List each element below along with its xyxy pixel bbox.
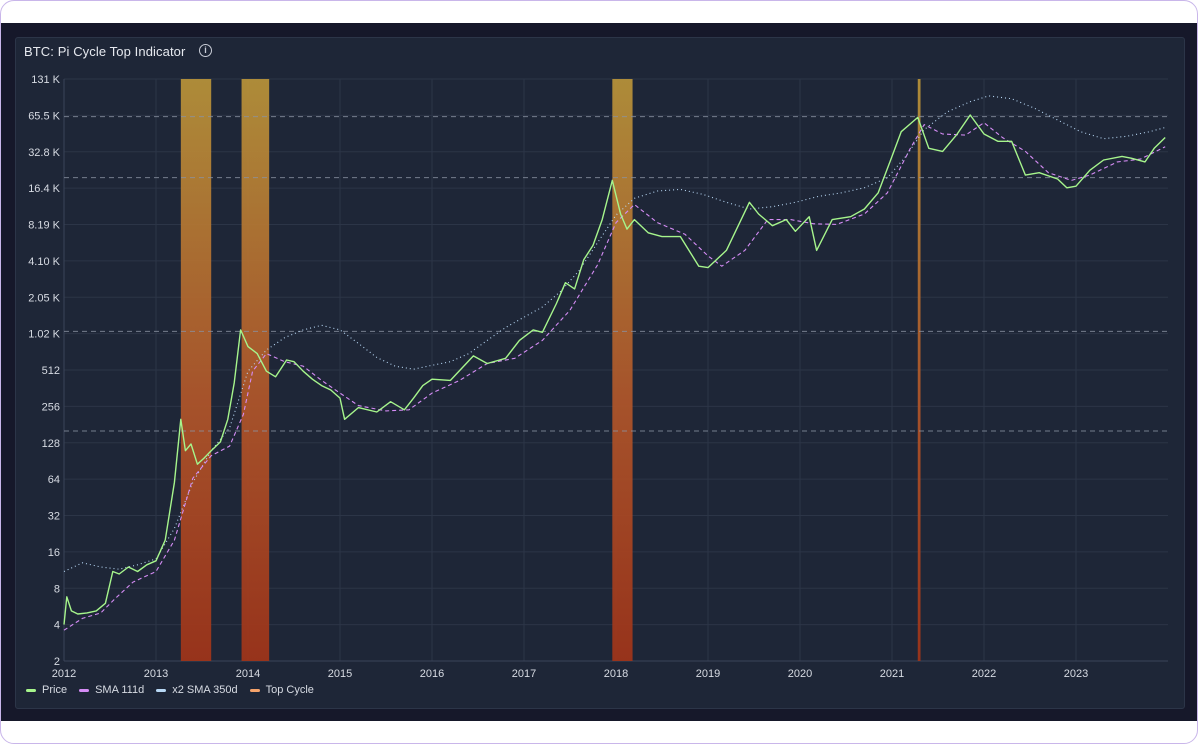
legend: Price SMA 111d x2 SMA 350d Top Cycle — [26, 684, 314, 696]
dark-background: 2 4 8 16 32 64 128 256 512 1.02 K 2.05 K 4.10 K 8.19… — [1, 23, 1197, 721]
y-tick-label: 256 — [42, 401, 60, 413]
top-cycle-band — [612, 79, 633, 661]
x-tick-label: 2020 — [788, 668, 812, 680]
legend-item-topcycle[interactable]: Top Cycle — [249, 684, 314, 696]
legend-swatch-sma350 — [156, 688, 167, 692]
x-tick-label: 2013 — [144, 668, 168, 680]
y-tick-label: 128 — [42, 438, 60, 450]
legend-label-topcycle: Top Cycle — [265, 684, 314, 696]
y-tick-label: 512 — [42, 365, 60, 377]
y-tick-label: 4 — [54, 620, 60, 632]
x-tick-label: 2018 — [604, 668, 628, 680]
top-cycle-band — [917, 79, 921, 661]
x-tick-label: 2021 — [880, 668, 904, 680]
legend-swatch-sma111 — [79, 688, 90, 692]
x-tick-label: 2016 — [420, 668, 444, 680]
y-tick-label: 32.8 K — [28, 147, 60, 159]
legend-label-sma111: SMA 111d — [95, 684, 145, 696]
x-tick-label: 2019 — [696, 668, 720, 680]
y-tick-label: 16 — [48, 547, 60, 559]
info-icon[interactable]: i — [199, 44, 212, 57]
y-tick-label: 131 K — [31, 74, 60, 86]
y-tick-label: 32 — [48, 511, 60, 523]
y-tick-label: 64 — [48, 474, 60, 486]
reference-lines-layer — [64, 116, 1168, 432]
y-tick-label: 2.05 K — [28, 292, 60, 304]
legend-label-price: Price — [42, 684, 68, 696]
chart-panel: 2 4 8 16 32 64 128 256 512 1.02 K 2.05 K 4.10 K 8.19… — [15, 37, 1185, 709]
y-axis: 2 4 8 16 32 64 128 256 512 1.02 K 2.05 K 4.10 K 8.19… — [28, 74, 60, 668]
legend-item-sma111[interactable]: SMA 111d — [79, 684, 144, 696]
x-tick-label: 2017 — [512, 668, 536, 680]
series-layer — [63, 95, 1166, 631]
x-tick-label: 2014 — [236, 668, 260, 680]
x-tick-label: 2023 — [1064, 668, 1088, 680]
y-tick-label: 65.5 K — [28, 110, 60, 122]
top-cycle-band — [241, 79, 270, 661]
legend-label-sma350: x2 SMA 350d — [172, 684, 238, 696]
legend-item-sma350[interactable]: x2 SMA 350d — [156, 684, 238, 696]
top-cycle-band — [180, 79, 212, 661]
y-tick-label: 16.4 K — [28, 183, 60, 195]
sma111-line — [63, 122, 1166, 631]
y-tick-label: 8 — [54, 583, 60, 595]
legend-swatch-price — [26, 688, 36, 692]
legend-swatch-topcycle — [249, 688, 260, 692]
y-tick-label: 8.19 K — [28, 220, 60, 232]
top-cycle-layer — [180, 79, 921, 661]
chart-svg: 2 4 8 16 32 64 128 256 512 1.02 K 2.05 K 4.10 K 8.19… — [28, 74, 1168, 680]
x-tick-label: 2022 — [972, 668, 996, 680]
legend-item-price[interactable]: Price — [26, 684, 67, 696]
x-axis: 2012 2013 2014 2015 2016 2017 2018 2019 2020 2021… — [52, 668, 1088, 680]
price-line — [63, 114, 1166, 625]
y-tick-label: 4.10 K — [28, 256, 60, 268]
x-tick-label: 2012 — [52, 668, 76, 680]
y-tick-label: 2 — [54, 656, 60, 668]
y-tick-label: 1.02 K — [28, 329, 60, 341]
chart-title: BTC: Pi Cycle Top Indicator — [24, 44, 186, 59]
x-tick-label: 2015 — [328, 668, 352, 680]
